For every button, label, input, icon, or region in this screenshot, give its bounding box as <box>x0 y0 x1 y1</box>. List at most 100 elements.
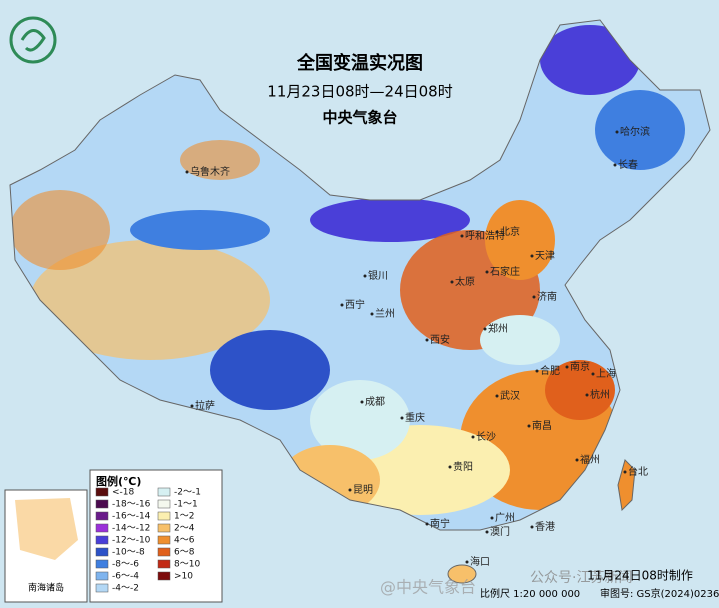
city-label: 杭州 <box>590 388 610 401</box>
city-label: 西安 <box>430 333 450 346</box>
city-dot <box>591 372 595 376</box>
legend-label: -2～-1 <box>174 488 201 498</box>
legend-label: 6～8 <box>174 548 195 558</box>
legend-label: 8～10 <box>174 560 200 570</box>
city-dot <box>485 530 489 534</box>
legend-label: -6～-4 <box>112 572 139 582</box>
legend-swatch <box>95 535 109 545</box>
legend-label: -1～1 <box>174 500 198 510</box>
legend-title: 图例(℃) <box>96 474 141 488</box>
legend-label: -4～-2 <box>112 584 139 594</box>
city-label: 合肥 <box>540 364 560 377</box>
legend-label: 4～6 <box>174 536 195 546</box>
legend-swatch <box>95 487 109 497</box>
legend-swatch <box>95 559 109 569</box>
legend-swatch <box>157 571 171 581</box>
city-label: 南宁 <box>430 517 450 530</box>
legend-label: -12～-10 <box>112 536 151 546</box>
legend-swatch <box>157 547 171 557</box>
city-dot <box>495 394 499 398</box>
city-label: 重庆 <box>405 411 425 424</box>
city-label: 济南 <box>537 290 557 303</box>
city-dot <box>527 424 531 428</box>
city-dot <box>613 163 617 167</box>
city-label: 太原 <box>455 275 475 288</box>
legend-label: -16～-14 <box>112 512 151 522</box>
city-dot <box>185 170 189 174</box>
legend-swatch <box>157 535 171 545</box>
city-label: 昆明 <box>353 484 373 496</box>
legend-label: 2～4 <box>174 524 195 534</box>
city-label: 哈尔滨 <box>620 125 650 138</box>
city-dot <box>465 560 469 564</box>
city-label: 兰州 <box>375 307 395 320</box>
legend-label: <-18 <box>112 488 135 498</box>
legend-swatch <box>157 499 171 509</box>
city-dot <box>565 365 569 369</box>
city-dot <box>360 400 364 404</box>
legend-swatch <box>157 487 171 497</box>
source: 公众号·江苏新闻 <box>530 570 632 586</box>
city-dot <box>340 303 344 307</box>
legend-swatch <box>95 571 109 581</box>
city-dot <box>532 295 536 299</box>
city-label: 长春 <box>618 159 638 171</box>
city-label: 呼和浩特 <box>465 230 505 242</box>
legend-label: -18～-16 <box>112 500 151 510</box>
inset-label: 南海诸岛 <box>28 582 64 594</box>
scale: 比例尺 1:20 000 000 <box>480 587 580 600</box>
city-dot <box>425 338 429 342</box>
city-label: 西宁 <box>345 298 365 311</box>
city-label: 武汉 <box>500 389 520 402</box>
watermark: @中央气象台 <box>380 578 476 597</box>
city-dot <box>483 327 487 331</box>
city-label: 拉萨 <box>195 399 215 412</box>
city-label: 香港 <box>535 521 555 533</box>
city-label: 成都 <box>365 396 385 408</box>
city-label: 天津 <box>535 250 555 262</box>
subtitle: 11月23日08时—24日08时 <box>267 83 452 101</box>
city-label: 南京 <box>570 360 590 373</box>
city-label: 上海 <box>596 367 616 380</box>
legend-box <box>89 469 223 603</box>
city-dot <box>585 393 589 397</box>
city-dot <box>495 230 499 234</box>
city-dot <box>425 522 429 526</box>
city-label: 石家庄 <box>490 265 520 278</box>
legend-swatch <box>95 583 109 593</box>
city-label: 长沙 <box>476 431 496 443</box>
city-dot <box>471 435 475 439</box>
legend-swatch <box>95 499 109 509</box>
city-dot <box>450 280 454 284</box>
approval: 审图号: GS京(2024)0236号 <box>600 587 719 600</box>
city-dot <box>575 458 579 462</box>
city-dot <box>400 416 404 420</box>
legend-swatch <box>157 511 171 521</box>
legend: <-18 -18～-16 -16～-14 -14～-12 -12～-10 -10～-8 -8… <box>95 487 201 594</box>
city-dot <box>370 312 374 316</box>
city-dot <box>485 270 489 274</box>
logo <box>9 16 57 64</box>
legend-swatch <box>95 547 109 557</box>
legend-label: -10～-8 <box>112 548 145 558</box>
city-label: 郑州 <box>488 322 508 335</box>
logo-mark <box>20 29 46 52</box>
legend-label: >10 <box>174 572 193 582</box>
city-label: 北京 <box>500 225 520 238</box>
border <box>9 19 711 531</box>
city-dot <box>190 404 194 408</box>
taiwan <box>617 459 636 512</box>
made-time: 11月24日08时制作 <box>587 569 693 583</box>
legend-swatch <box>157 559 171 569</box>
title: 全国变温实况图 <box>296 52 423 74</box>
hainan <box>447 564 477 584</box>
city-label: 银川 <box>368 269 388 282</box>
city-label: 贵阳 <box>453 460 473 473</box>
city-label: 福州 <box>580 453 600 466</box>
city-dot <box>348 488 352 492</box>
city-label: 澳门 <box>490 525 510 538</box>
city-dot <box>530 254 534 258</box>
